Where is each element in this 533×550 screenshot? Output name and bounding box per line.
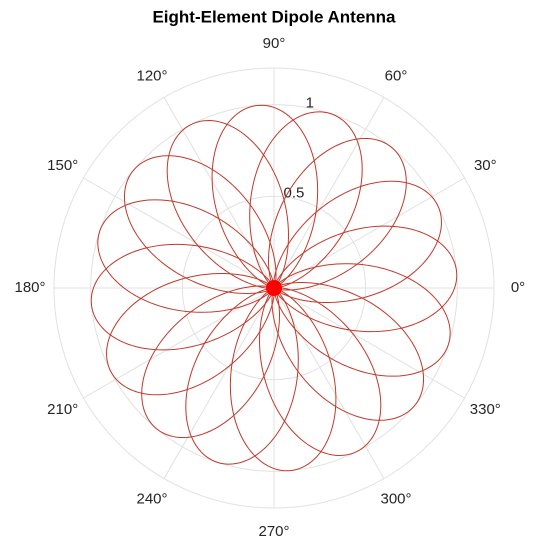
theta-tick-label: 270°	[258, 523, 289, 540]
chart-title: Eight-Element Dipole Antenna	[152, 7, 396, 26]
theta-tick-label: 300°	[380, 490, 411, 507]
theta-tick-label: 90°	[263, 35, 286, 52]
grid-spoke	[83, 177, 275, 289]
grid-spoke	[273, 97, 385, 289]
theta-tick-label: 60°	[385, 68, 408, 85]
lobe	[229, 287, 337, 472]
theta-tick-label: 120°	[136, 68, 167, 85]
theta-tick-label: 0°	[511, 279, 525, 296]
r-tick-label: 1	[306, 94, 314, 111]
lobe	[268, 137, 407, 291]
theta-tick-label: 210°	[47, 401, 78, 418]
grid-spoke	[163, 97, 275, 289]
lobe	[271, 282, 425, 421]
grid-spoke	[163, 287, 275, 479]
lobe	[90, 243, 275, 351]
theta-tick-label: 330°	[470, 401, 501, 418]
lobe	[259, 287, 382, 456]
theta-tick-label: 30°	[474, 157, 497, 174]
lobe	[273, 263, 451, 377]
center-dot	[266, 280, 282, 296]
grid-spoke	[273, 287, 465, 399]
theta-tick-label: 150°	[47, 157, 78, 174]
grid-spoke	[83, 287, 275, 399]
lobe	[185, 287, 299, 465]
theta-tick-label: 180°	[14, 279, 45, 296]
lobe	[123, 155, 277, 294]
grid-spoke	[273, 287, 385, 479]
r-tick-label: 0.5	[283, 185, 304, 202]
theta-tick-label: 240°	[136, 490, 167, 507]
lobe	[141, 285, 280, 439]
